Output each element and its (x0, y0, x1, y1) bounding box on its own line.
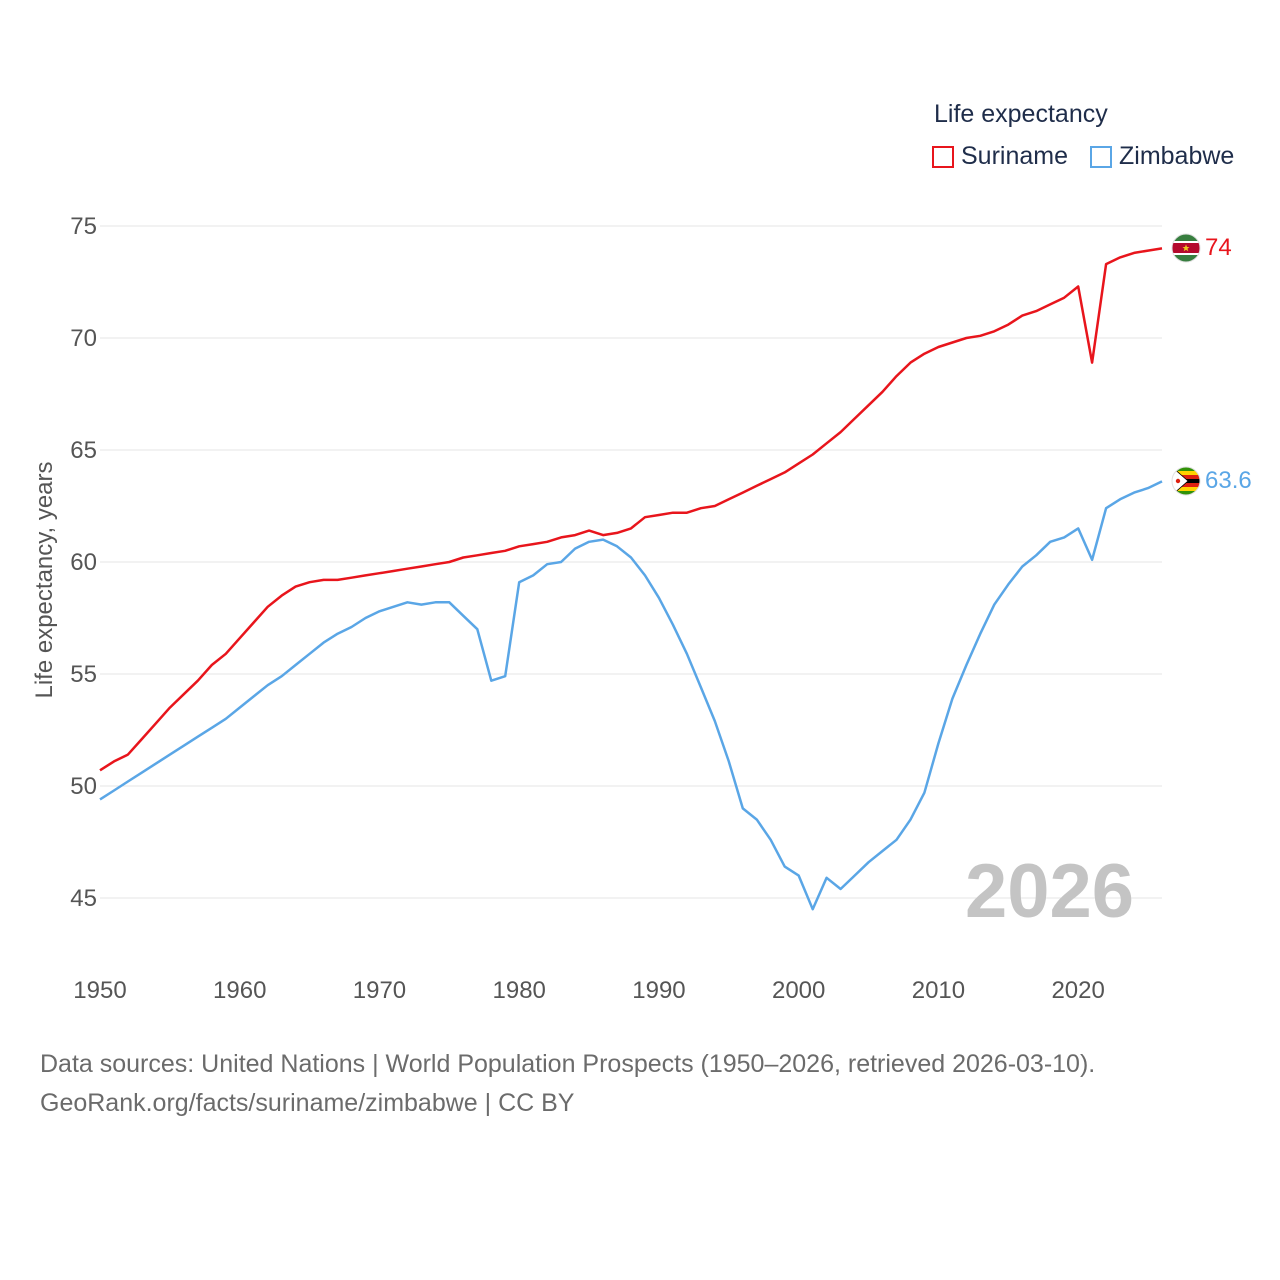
x-tick-label: 2020 (1051, 977, 1104, 1004)
y-axis-ticks: 45 50 55 60 65 70 75 (70, 213, 97, 912)
x-tick-label: 2010 (912, 977, 965, 1004)
y-tick-label: 65 (70, 437, 97, 464)
x-tick-label: 1980 (493, 977, 546, 1004)
legend-item-suriname[interactable]: Suriname (932, 142, 1068, 171)
y-tick-label: 50 (70, 773, 97, 800)
series-line-suriname[interactable] (99, 247, 1163, 772)
suriname-end-value: 74 (1205, 234, 1232, 261)
legend-swatch-suriname (932, 145, 954, 168)
footer-sources: Data sources: United Nations | World Pop… (40, 1050, 1096, 1078)
legend: Suriname Zimbabwe (932, 142, 1256, 171)
x-tick-label: 1960 (213, 977, 266, 1004)
legend-title: Life expectancy (934, 100, 1108, 128)
footer-attribution[interactable]: GeoRank.org/facts/suriname/zimbabwe | CC… (40, 1089, 575, 1117)
x-tick-label: 1950 (73, 977, 126, 1004)
zimbabwe-flag-icon (1171, 466, 1201, 496)
y-tick-label: 60 (70, 549, 97, 576)
legend-label-zimbabwe: Zimbabwe (1119, 142, 1235, 170)
suriname-flag-icon (1171, 233, 1201, 263)
legend-swatch-zimbabwe (1090, 145, 1112, 168)
x-axis-ticks: 1950 1960 1970 1980 1990 2000 2010 2020 (73, 977, 1105, 1004)
footer: Data sources: United Nations | World Pop… (40, 1045, 1095, 1123)
series-line-zimbabwe[interactable] (99, 480, 1163, 911)
x-tick-label: 1990 (632, 977, 685, 1004)
x-tick-label: 2000 (772, 977, 825, 1004)
y-tick-label: 55 (70, 661, 97, 688)
gridlines (100, 225, 1162, 899)
series-lines (99, 247, 1163, 911)
y-tick-label: 70 (70, 325, 97, 352)
legend-label-suriname: Suriname (961, 142, 1068, 170)
zimbabwe-end-value: 63.6 (1205, 467, 1252, 494)
y-tick-label: 45 (70, 885, 97, 912)
x-tick-label: 1970 (353, 977, 406, 1004)
current-year-watermark: 2026 (965, 849, 1135, 934)
legend-item-zimbabwe[interactable]: Zimbabwe (1090, 142, 1234, 171)
y-tick-label: 75 (70, 213, 97, 240)
y-axis-label: Life expectancy, years (31, 461, 58, 698)
end-markers (1171, 233, 1201, 496)
